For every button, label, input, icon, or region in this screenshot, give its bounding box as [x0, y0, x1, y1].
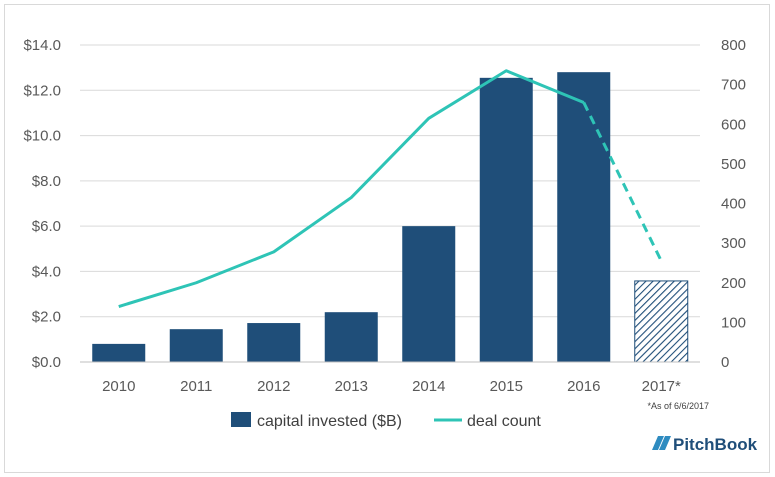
x-tick-label: 2011	[180, 378, 212, 395]
y-left-tick-label: $2.0	[32, 309, 61, 326]
y-right-tick-label: 800	[721, 37, 746, 54]
legend-label-bar: capital invested ($B)	[257, 413, 402, 430]
pitchbook-logo: PitchBook	[652, 435, 758, 454]
y-left-tick-label: $0.0	[32, 354, 61, 371]
pitchbook-logo-icon	[652, 436, 671, 450]
y-right-tick-label: 100	[721, 314, 746, 331]
y-left-tick-label: $6.0	[32, 218, 61, 235]
y-right-tick-label: 400	[721, 196, 746, 213]
x-tick-label: 2013	[335, 378, 368, 395]
y-right-tick-label: 500	[721, 156, 746, 173]
y-left-tick-label: $4.0	[32, 263, 61, 280]
x-tick-label: 2010	[102, 378, 135, 395]
x-tick-label: 2012	[257, 378, 290, 395]
y-right-tick-label: 200	[721, 275, 746, 292]
deal-count-line	[118, 69, 585, 308]
x-tick-label: 2017*	[642, 378, 681, 395]
brand-text: PitchBook	[673, 435, 758, 454]
bar-2017	[634, 280, 689, 363]
chart-frame	[4, 4, 770, 473]
y-left-tick-label: $14.0	[23, 37, 61, 54]
bar-2010	[92, 343, 146, 362]
right-axis: 0 100 200 300 400 500 600 700 800	[721, 37, 746, 371]
y-left-tick-label: $10.0	[23, 128, 61, 145]
y-left-tick-label: $12.0	[23, 82, 61, 99]
bar-2011	[169, 329, 223, 362]
legend-label-line: deal count	[467, 413, 541, 430]
x-tick-label: 2016	[567, 378, 600, 395]
y-right-tick-label: 700	[721, 77, 746, 94]
left-axis: $0.0 $2.0 $4.0 $6.0 $8.0 $10.0 $12.0 $14.0	[23, 37, 61, 371]
y-left-tick-label: $8.0	[32, 173, 61, 190]
y-right-tick-label: 0	[721, 354, 729, 371]
bar-2014	[402, 226, 456, 362]
bar-series	[92, 72, 689, 363]
legend-swatch-bar	[231, 412, 251, 427]
y-right-tick-label: 600	[721, 116, 746, 133]
line-series	[118, 69, 663, 308]
legend: capital invested ($B) deal count	[231, 412, 541, 430]
x-tick-label: 2015	[490, 378, 523, 395]
bar-2013	[324, 312, 378, 362]
y-right-tick-label: 300	[721, 235, 746, 252]
bar-2012	[247, 323, 301, 362]
x-tick-label: 2014	[412, 378, 445, 395]
footnote: *As of 6/6/2017	[647, 401, 709, 411]
x-axis: 2010 2011 2012 2013 2014 2015 2016 2017*	[80, 361, 700, 395]
bar-2015	[479, 77, 533, 362]
bar-2016	[557, 72, 611, 363]
